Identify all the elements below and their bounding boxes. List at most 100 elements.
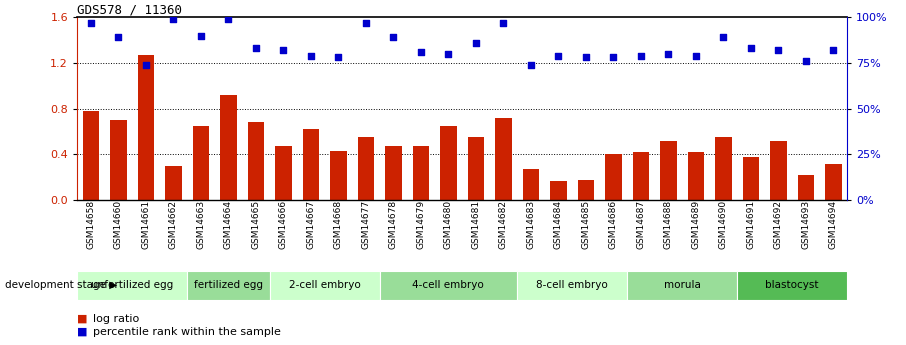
Point bbox=[194, 33, 208, 38]
Text: GSM14683: GSM14683 bbox=[526, 200, 535, 249]
Point bbox=[551, 53, 565, 58]
Text: GSM14663: GSM14663 bbox=[197, 200, 206, 249]
Text: GSM14689: GSM14689 bbox=[691, 200, 700, 249]
Point bbox=[139, 62, 153, 68]
Bar bbox=[715, 137, 731, 200]
Point bbox=[441, 51, 456, 57]
Bar bbox=[77, 271, 187, 300]
Bar bbox=[627, 271, 737, 300]
Point bbox=[661, 51, 676, 57]
Bar bbox=[495, 118, 512, 200]
Point bbox=[276, 47, 291, 53]
Bar bbox=[165, 166, 181, 200]
Bar bbox=[358, 137, 374, 200]
Bar bbox=[737, 271, 847, 300]
Bar bbox=[517, 271, 627, 300]
Text: blastocyst: blastocyst bbox=[766, 280, 819, 290]
Bar bbox=[660, 141, 677, 200]
Text: log ratio: log ratio bbox=[93, 314, 140, 324]
Text: morula: morula bbox=[664, 280, 700, 290]
Bar bbox=[440, 126, 457, 200]
Point bbox=[413, 49, 428, 55]
Bar bbox=[270, 271, 380, 300]
Bar bbox=[138, 55, 154, 200]
Text: 8-cell embryo: 8-cell embryo bbox=[536, 280, 608, 290]
Point bbox=[166, 16, 180, 22]
Bar bbox=[192, 126, 209, 200]
Point bbox=[496, 20, 511, 26]
Point bbox=[304, 53, 318, 58]
Text: percentile rank within the sample: percentile rank within the sample bbox=[93, 327, 281, 337]
Point bbox=[468, 40, 483, 46]
Text: GSM14668: GSM14668 bbox=[333, 200, 342, 249]
Bar bbox=[688, 152, 704, 200]
Text: GSM14694: GSM14694 bbox=[829, 200, 838, 249]
Text: GSM14688: GSM14688 bbox=[664, 200, 673, 249]
Point bbox=[633, 53, 648, 58]
Bar bbox=[743, 157, 759, 200]
Bar bbox=[523, 169, 539, 200]
Text: GSM14677: GSM14677 bbox=[361, 200, 371, 249]
Bar bbox=[247, 122, 264, 200]
Text: GSM14684: GSM14684 bbox=[554, 200, 563, 249]
Bar bbox=[577, 179, 594, 200]
Point bbox=[111, 34, 126, 40]
Text: ■: ■ bbox=[77, 314, 88, 324]
Text: GSM14666: GSM14666 bbox=[279, 200, 288, 249]
Text: 2-cell embryo: 2-cell embryo bbox=[289, 280, 361, 290]
Text: GSM14658: GSM14658 bbox=[86, 200, 95, 249]
Bar bbox=[550, 181, 566, 200]
Text: GSM14691: GSM14691 bbox=[747, 200, 756, 249]
Text: GSM14661: GSM14661 bbox=[141, 200, 150, 249]
Bar bbox=[412, 146, 429, 200]
Bar bbox=[187, 271, 270, 300]
Text: GSM14685: GSM14685 bbox=[582, 200, 591, 249]
Point bbox=[83, 20, 98, 26]
Point bbox=[359, 20, 373, 26]
Text: GSM14693: GSM14693 bbox=[801, 200, 810, 249]
Text: ■: ■ bbox=[77, 327, 88, 337]
Bar bbox=[385, 146, 401, 200]
Point bbox=[716, 34, 730, 40]
Point bbox=[524, 62, 538, 68]
Text: GSM14665: GSM14665 bbox=[251, 200, 260, 249]
Text: GSM14680: GSM14680 bbox=[444, 200, 453, 249]
Point bbox=[798, 58, 813, 64]
Point bbox=[689, 53, 703, 58]
Point bbox=[386, 34, 400, 40]
Point bbox=[248, 46, 263, 51]
Bar bbox=[632, 152, 649, 200]
Bar bbox=[797, 175, 814, 200]
Bar bbox=[605, 155, 622, 200]
Text: GSM14692: GSM14692 bbox=[774, 200, 783, 249]
Text: GDS578 / 11360: GDS578 / 11360 bbox=[77, 3, 182, 16]
Text: GSM14662: GSM14662 bbox=[169, 200, 178, 249]
Text: GSM14679: GSM14679 bbox=[416, 200, 425, 249]
Text: GSM14660: GSM14660 bbox=[114, 200, 123, 249]
Point bbox=[826, 47, 841, 53]
Bar bbox=[467, 137, 484, 200]
Text: GSM14687: GSM14687 bbox=[636, 200, 645, 249]
Point bbox=[579, 55, 593, 60]
Bar bbox=[275, 146, 292, 200]
Text: GSM14664: GSM14664 bbox=[224, 200, 233, 249]
Text: unfertilized egg: unfertilized egg bbox=[91, 280, 173, 290]
Bar bbox=[330, 151, 346, 200]
Text: GSM14678: GSM14678 bbox=[389, 200, 398, 249]
Text: GSM14667: GSM14667 bbox=[306, 200, 315, 249]
Text: GSM14681: GSM14681 bbox=[471, 200, 480, 249]
Text: GSM14690: GSM14690 bbox=[718, 200, 728, 249]
Text: GSM14686: GSM14686 bbox=[609, 200, 618, 249]
Bar bbox=[825, 164, 842, 200]
Text: GSM14682: GSM14682 bbox=[499, 200, 508, 249]
Point bbox=[221, 16, 236, 22]
Bar bbox=[770, 141, 786, 200]
Text: fertilized egg: fertilized egg bbox=[194, 280, 263, 290]
Bar bbox=[303, 129, 319, 200]
Bar bbox=[82, 111, 99, 200]
Text: development stage ▶: development stage ▶ bbox=[5, 280, 117, 290]
Point bbox=[744, 46, 758, 51]
Point bbox=[331, 55, 345, 60]
Text: 4-cell embryo: 4-cell embryo bbox=[412, 280, 484, 290]
Point bbox=[606, 55, 621, 60]
